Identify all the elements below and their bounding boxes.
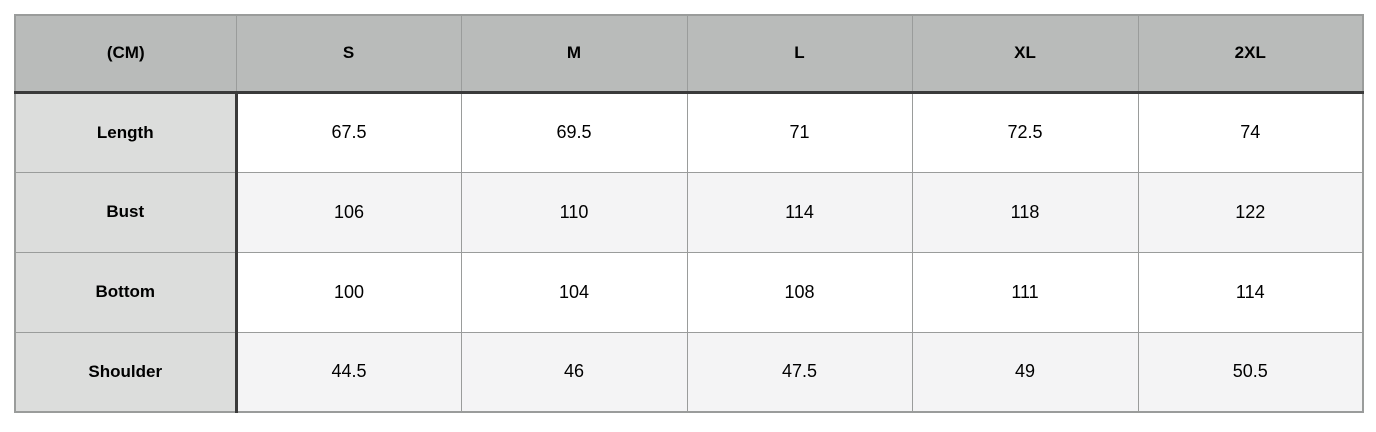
cell-bottom-l: 108: [686, 251, 913, 333]
cell-bust-s: 106: [235, 171, 462, 253]
unit-header-cell: (CM): [14, 14, 237, 94]
cell-shoulder-s: 44.5: [235, 331, 462, 413]
row-label-length: Length: [14, 91, 238, 173]
header-cell-size-xl: XL: [911, 14, 1139, 94]
row-label-shoulder: Shoulder: [14, 331, 238, 413]
cell-shoulder-2xl: 50.5: [1137, 331, 1364, 413]
cell-bottom-s: 100: [235, 251, 462, 333]
cell-bust-xl: 118: [911, 171, 1139, 253]
table-row-bust: Bust 106 110 114 118 122: [14, 171, 1364, 253]
cell-bottom-2xl: 114: [1137, 251, 1364, 333]
cell-length-xl: 72.5: [911, 91, 1139, 173]
cell-bust-m: 110: [460, 171, 688, 253]
cell-bottom-xl: 111: [911, 251, 1139, 333]
header-row: (CM) S M L XL 2XL: [14, 14, 1364, 94]
table-row-shoulder: Shoulder 44.5 46 47.5 49 50.5: [14, 331, 1364, 413]
cell-shoulder-l: 47.5: [686, 331, 913, 413]
cell-bottom-m: 104: [460, 251, 688, 333]
row-label-bottom: Bottom: [14, 251, 238, 333]
cell-length-m: 69.5: [460, 91, 688, 173]
cell-bust-l: 114: [686, 171, 913, 253]
cell-bust-2xl: 122: [1137, 171, 1364, 253]
size-chart-table: (CM) S M L XL 2XL Length 67.5 69.5 71 72…: [14, 14, 1364, 413]
header-cell-size-l: L: [686, 14, 913, 94]
header-cell-size-s: S: [235, 14, 462, 94]
cell-shoulder-xl: 49: [911, 331, 1139, 413]
row-label-bust: Bust: [14, 171, 238, 253]
header-cell-size-2xl: 2XL: [1137, 14, 1364, 94]
cell-length-2xl: 74: [1137, 91, 1364, 173]
cell-shoulder-m: 46: [460, 331, 688, 413]
cell-length-s: 67.5: [235, 91, 462, 173]
table-row-bottom: Bottom 100 104 108 111 114: [14, 251, 1364, 333]
table-row-length: Length 67.5 69.5 71 72.5 74: [14, 91, 1364, 173]
header-cell-size-m: M: [460, 14, 688, 94]
cell-length-l: 71: [686, 91, 913, 173]
